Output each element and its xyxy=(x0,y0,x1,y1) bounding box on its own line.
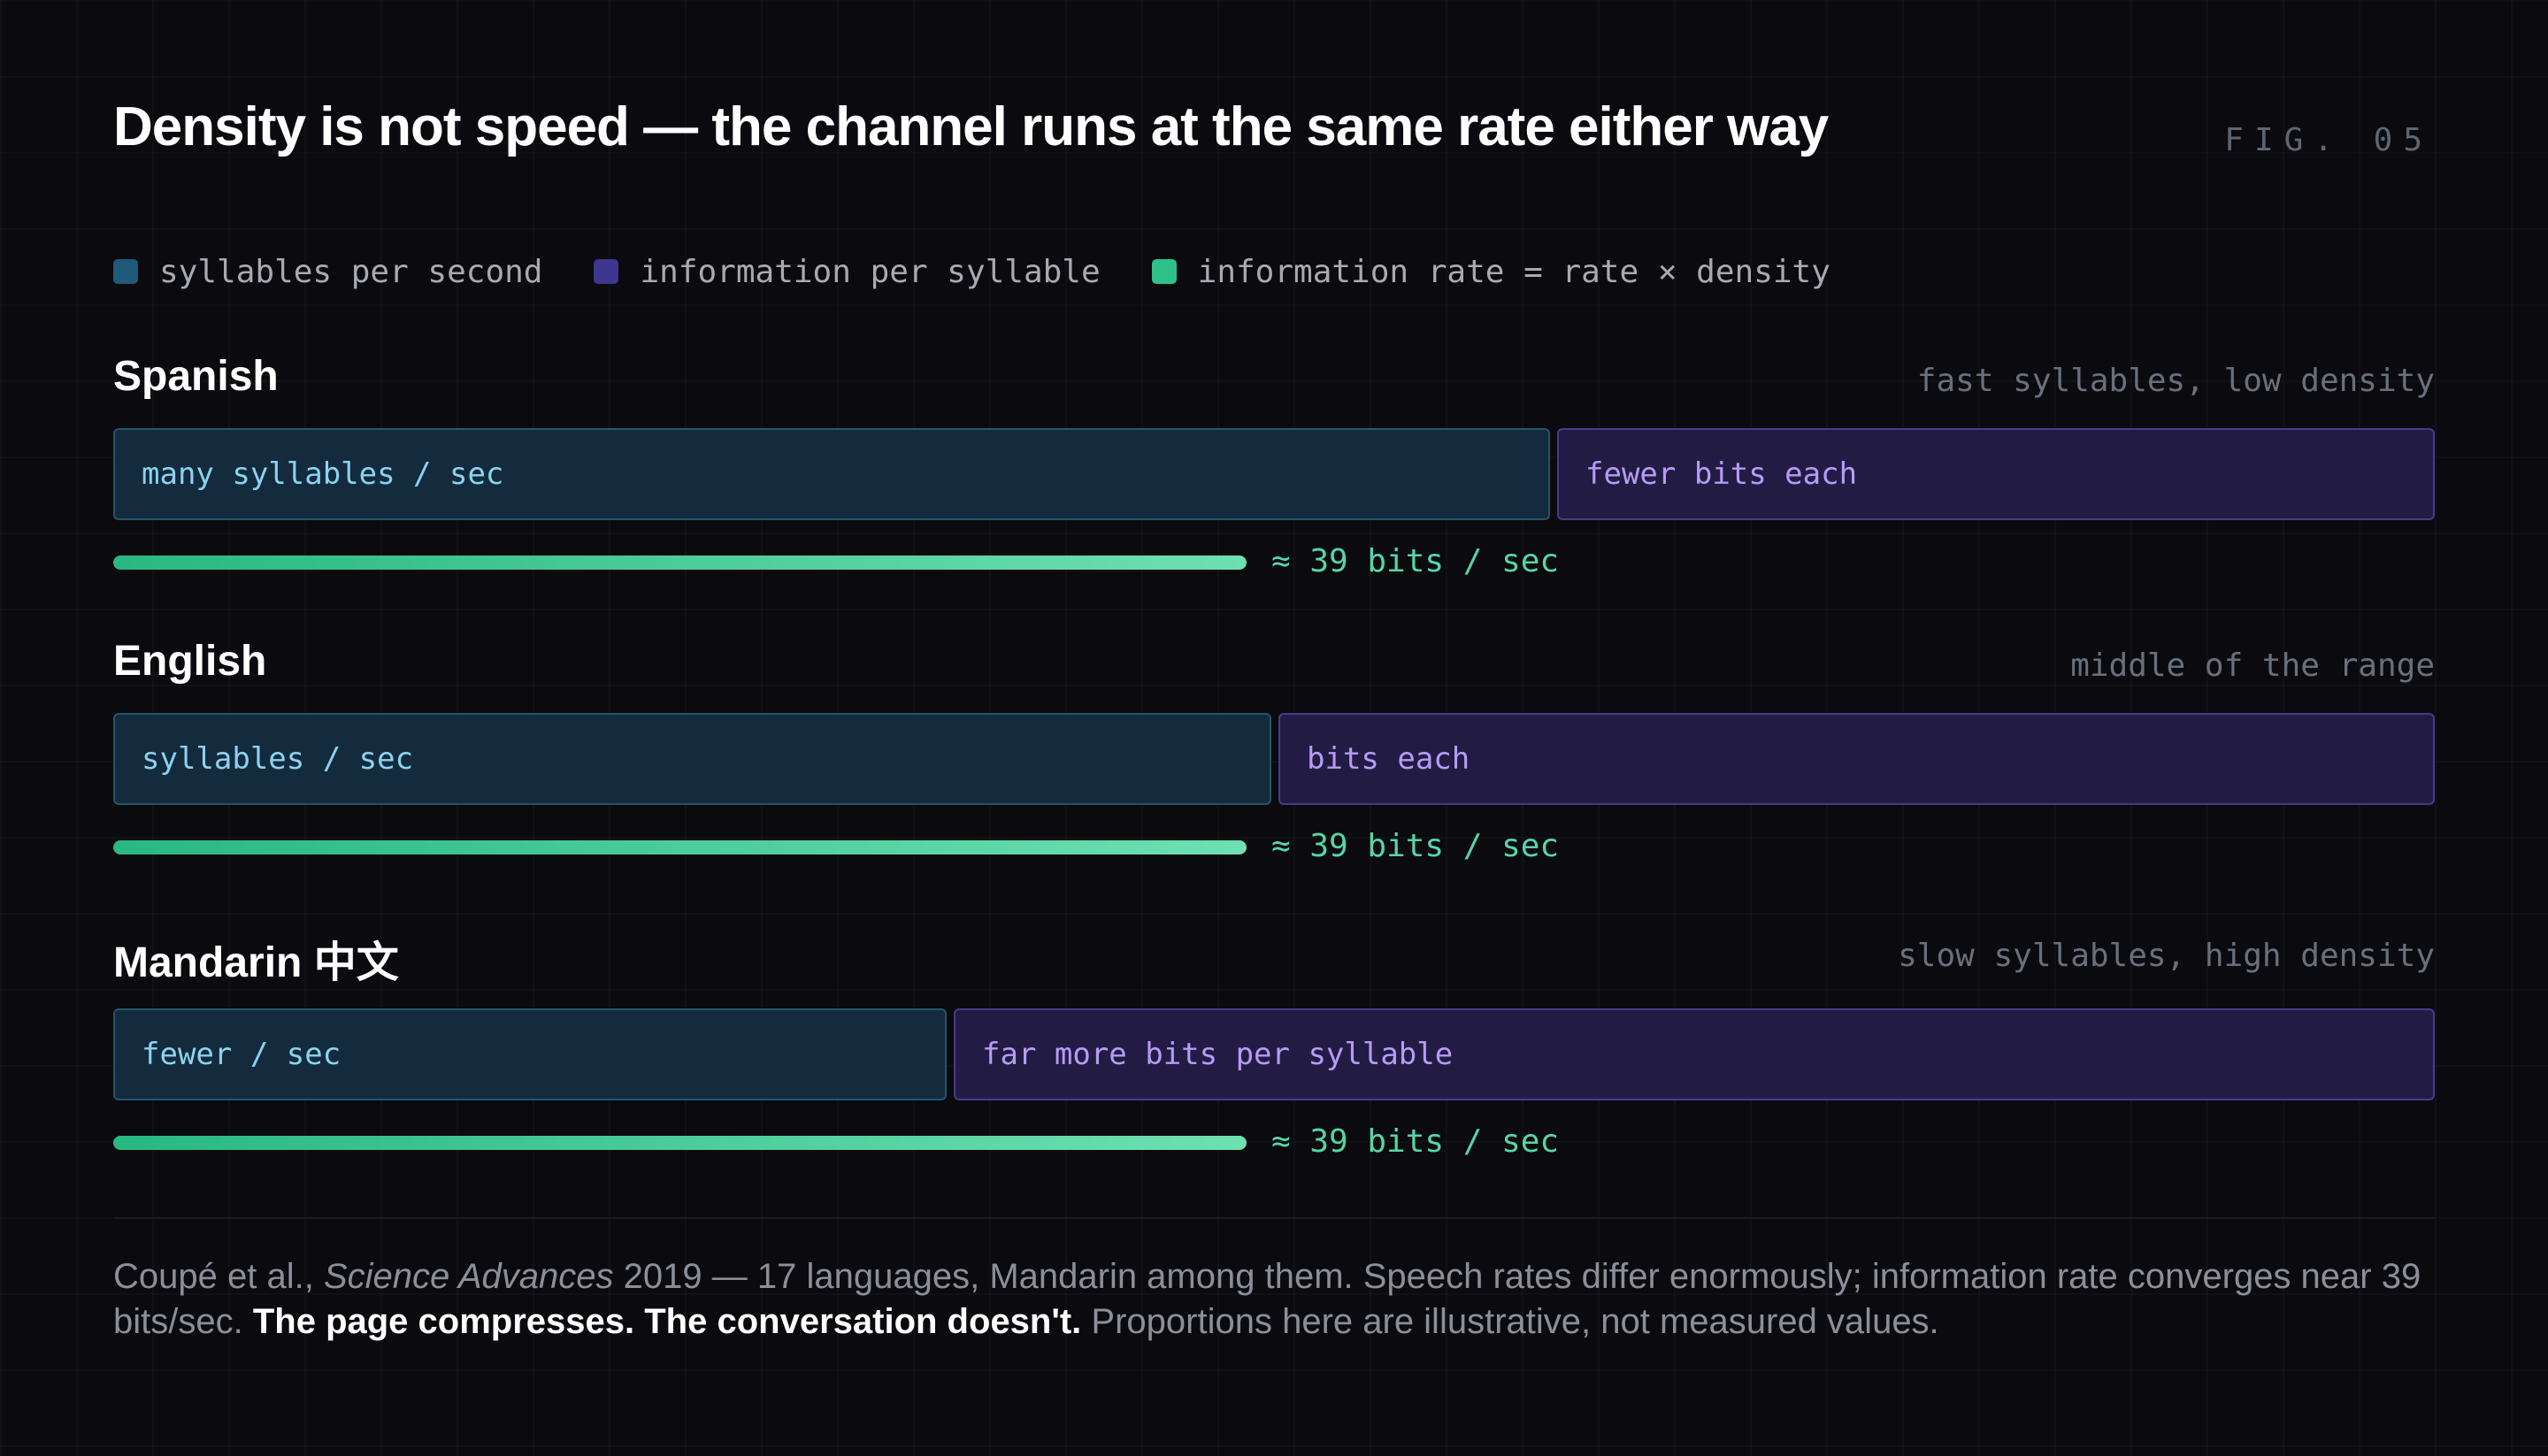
language-label-spanish: Spanish xyxy=(113,353,279,400)
segment-label: bits each xyxy=(1307,741,1470,777)
caption-emphasis: The page compresses. The conversation do… xyxy=(252,1302,1082,1341)
syllable-rate-segment-spanish: many syllables / sec xyxy=(113,428,1550,520)
row-note-english: middle of the range xyxy=(2070,648,2435,684)
syllable-rate-segment-mandarin: fewer / sec xyxy=(113,1008,947,1100)
info-rate-bar-spanish xyxy=(113,556,1247,570)
info-rate-value-spanish: ≈ 39 bits / sec xyxy=(1271,543,1560,579)
caption-journal: Science Advances xyxy=(323,1257,614,1296)
legend-item-info-rate: information rate = rate × density xyxy=(1151,253,1830,290)
legend-item-syllable-rate: syllables per second xyxy=(113,254,542,290)
legend-label: syllables per second xyxy=(159,253,543,290)
legend-swatch xyxy=(1151,259,1177,284)
language-label-mandarin: Mandarin 中文 xyxy=(113,939,399,986)
legend-label: information rate = rate × density xyxy=(1197,253,1830,290)
info-rate-bar-english xyxy=(113,840,1247,854)
density-segment-mandarin: far more bits per syllable xyxy=(954,1008,2435,1100)
caption-text: 2019 — 17 languages, Mandarin among them… xyxy=(113,1257,2421,1341)
legend-label: information per syllable xyxy=(640,253,1101,290)
legend-item-info-per-syllable: information per syllable xyxy=(594,253,1101,290)
language-label-english: English xyxy=(113,638,267,685)
segment-label: syllables / sec xyxy=(142,741,414,777)
legend-swatch xyxy=(113,259,138,284)
caption: Coupé et al., Science Advances 2019 — 17… xyxy=(113,1254,2431,1345)
density-segment-english: bits each xyxy=(1278,713,2435,805)
segment-label: many syllables / sec xyxy=(142,456,504,492)
figure-title: Density is not speed — the channel runs … xyxy=(113,96,1829,157)
segment-label: fewer / sec xyxy=(142,1037,342,1072)
segment-label: far more bits per syllable xyxy=(982,1037,1454,1072)
caption-text: Proportions here are illustrative, not m… xyxy=(1081,1302,1939,1341)
density-segment-spanish: fewer bits each xyxy=(1557,428,2435,520)
syllable-rate-segment-english: syllables / sec xyxy=(113,713,1271,805)
footer-divider xyxy=(113,1217,2435,1219)
info-rate-bar-mandarin xyxy=(113,1136,1247,1150)
legend-swatch xyxy=(594,259,619,284)
segment-label: fewer bits each xyxy=(1585,456,1858,492)
info-rate-value-english: ≈ 39 bits / sec xyxy=(1271,828,1560,864)
row-note-mandarin: slow syllables, high density xyxy=(1898,938,2435,974)
info-rate-value-mandarin: ≈ 39 bits / sec xyxy=(1271,1123,1560,1160)
figure-number: FIG. 05 xyxy=(2224,122,2433,158)
caption-text: Coupé et al., xyxy=(113,1257,324,1296)
row-note-spanish: fast syllables, low density xyxy=(1916,363,2435,399)
legend: syllables per second information per syl… xyxy=(113,249,1882,294)
